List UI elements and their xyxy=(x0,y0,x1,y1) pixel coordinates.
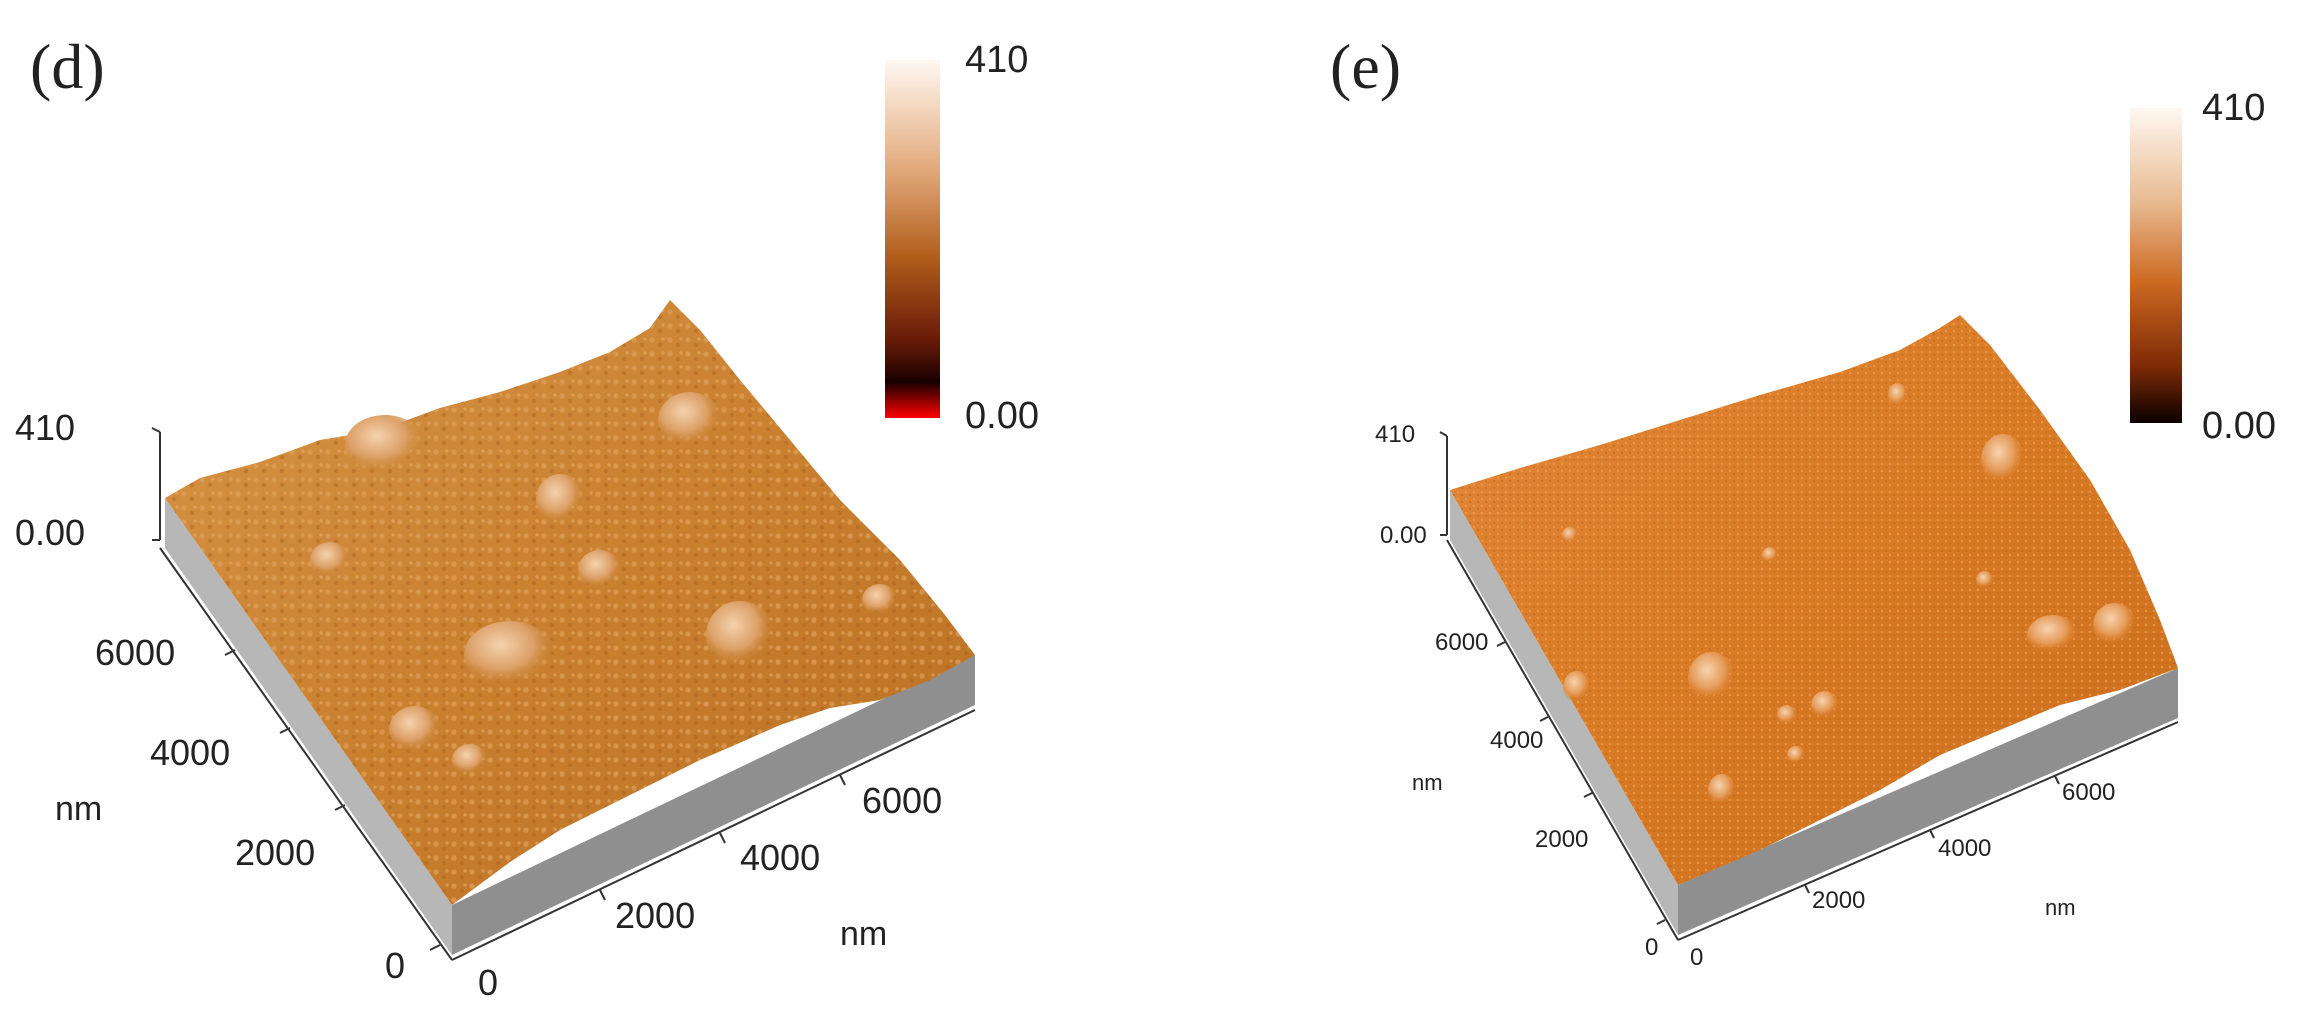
z-axis-top-label: 410 xyxy=(15,407,75,448)
left-axis-unit-label: nm xyxy=(1412,770,1443,795)
left-axis-tick-label: 2000 xyxy=(235,832,315,873)
right-axis-tick-label: 6000 xyxy=(862,780,942,821)
colorbar: 410 0.00 xyxy=(885,39,1039,437)
left-axis-tick-label: 0 xyxy=(1645,934,1658,961)
panel-d: (d) 410 0.00 410 0.00 xyxy=(15,31,1039,1003)
left-axis-tick-label: 4000 xyxy=(150,732,230,773)
right-axis: 0 2000 4000 6000 nm xyxy=(1677,721,2179,971)
right-axis: 0 2000 4000 6000 nm xyxy=(451,709,976,1003)
z-axis-top-label: 410 xyxy=(1375,421,1415,448)
left-axis-tick-label: 0 xyxy=(385,945,405,986)
block-left-face xyxy=(165,498,452,955)
colorbar-min-label: 0.00 xyxy=(2202,405,2276,447)
panel-label: (d) xyxy=(30,31,105,102)
z-axis-bottom-label: 0.00 xyxy=(15,512,85,553)
right-axis-tick-label: 2000 xyxy=(1812,887,1865,914)
colorbar: 410 0.00 xyxy=(2130,87,2276,447)
right-axis-tick-label: 4000 xyxy=(740,837,820,878)
right-axis-tick-label: 4000 xyxy=(1938,835,1991,862)
left-axis-unit-label: nm xyxy=(55,790,102,828)
colorbar-max-label: 410 xyxy=(965,39,1028,81)
colorbar-gradient xyxy=(2130,108,2182,423)
right-axis-unit-label: nm xyxy=(840,915,887,953)
afm-surface-3d xyxy=(165,300,975,955)
right-axis-tick-label: 2000 xyxy=(615,895,695,936)
colorbar-gradient xyxy=(885,60,940,418)
left-axis-tick-label: 4000 xyxy=(1490,727,1543,754)
afm-surface-3d xyxy=(1450,315,2178,935)
right-axis-tick-label: 0 xyxy=(1690,944,1703,971)
left-axis: 6000 4000 2000 0 nm xyxy=(1412,539,1679,961)
panel-e: (e) 410 0.00 410 0.00 xyxy=(1330,31,2276,971)
z-axis-bottom-label: 0.00 xyxy=(1380,522,1427,549)
left-axis: 6000 4000 2000 0 nm xyxy=(55,547,453,986)
right-axis-tick-label: 0 xyxy=(478,962,498,1003)
colorbar-max-label: 410 xyxy=(2202,87,2265,129)
z-axis: 410 0.00 xyxy=(15,407,161,553)
left-axis-tick-label: 6000 xyxy=(1435,629,1488,656)
block-front-face xyxy=(452,655,975,955)
panel-label: (e) xyxy=(1330,31,1401,102)
left-axis-tick-label: 6000 xyxy=(95,632,175,673)
right-axis-unit-label: nm xyxy=(2045,895,2076,920)
z-axis: 410 0.00 xyxy=(1375,421,1448,549)
colorbar-min-label: 0.00 xyxy=(965,395,1039,437)
block-left-face xyxy=(1450,490,1678,935)
right-axis-tick-label: 6000 xyxy=(2062,779,2115,806)
left-axis-tick-label: 2000 xyxy=(1535,826,1588,853)
block-front-face xyxy=(1678,668,2178,935)
